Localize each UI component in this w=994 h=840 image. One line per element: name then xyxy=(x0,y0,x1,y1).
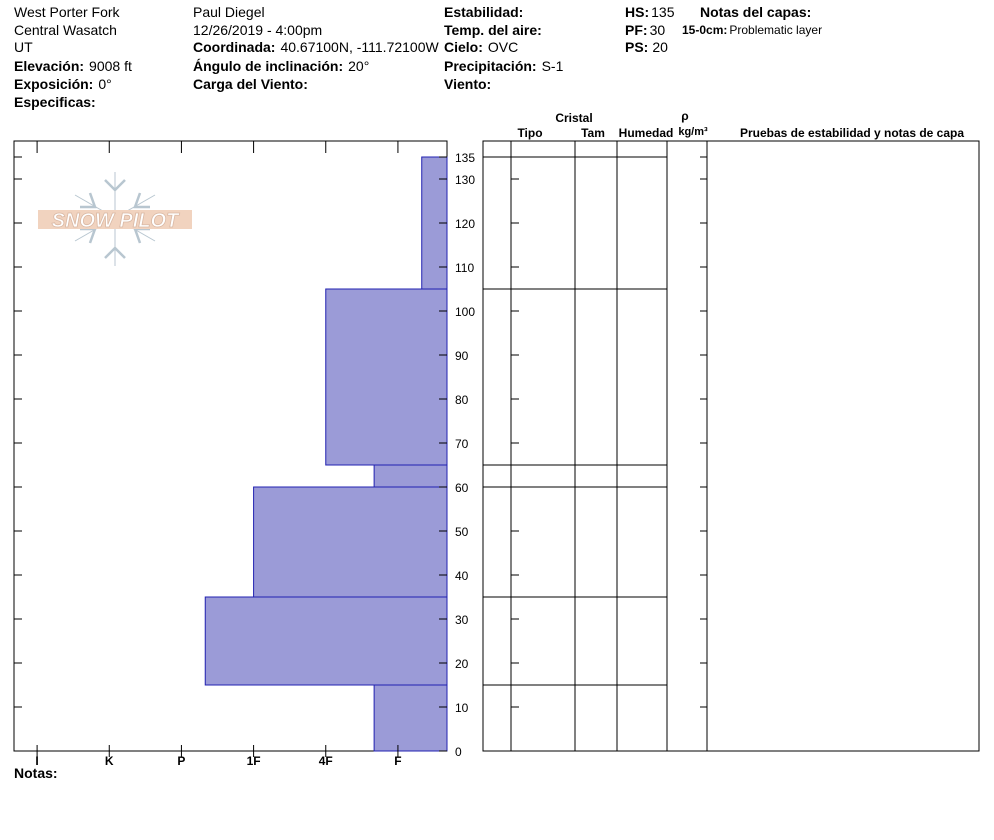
crystal-header: Cristal xyxy=(555,111,592,125)
datetime: 12/26/2019 - 4:00pm xyxy=(193,22,322,38)
ps: PS: 20 xyxy=(625,39,668,55)
aspect: Exposición: 0° xyxy=(14,76,112,92)
hardness-bar xyxy=(204,596,448,686)
specifics: Especificas: xyxy=(14,94,96,110)
label: Exposición: xyxy=(14,76,93,92)
depth-label: 135 xyxy=(455,151,475,165)
value: Problematic layer xyxy=(729,23,822,37)
value: 9008 ft xyxy=(89,58,132,74)
layer-note: 15-0cm: Problematic layer xyxy=(682,23,822,37)
label: 15-0cm: xyxy=(682,23,727,37)
hardness-bar xyxy=(325,288,448,466)
slope: Ángulo de inclinación: 20° xyxy=(193,58,369,74)
precip: Precipitación: S-1 xyxy=(444,58,564,74)
depth-label: 30 xyxy=(455,613,469,627)
wind: Viento: xyxy=(444,76,491,92)
tests-header: Pruebas de estabilidad y notas de capa xyxy=(740,126,964,140)
value: 20° xyxy=(348,58,369,74)
location-2: Central Wasatch xyxy=(14,22,117,38)
stability: Estabilidad: xyxy=(444,4,523,20)
hardness-label: K xyxy=(105,754,114,768)
depth-label: 110 xyxy=(455,261,474,275)
depth-label: 20 xyxy=(455,657,469,671)
hardness-bar xyxy=(253,486,448,598)
density-symbol: ρ xyxy=(681,109,688,123)
hardness-bar xyxy=(373,464,448,488)
sky: Cielo: OVC xyxy=(444,39,518,55)
hardness-bar xyxy=(373,684,448,752)
depth-label: 40 xyxy=(455,569,469,583)
type-header: Tipo xyxy=(517,126,542,140)
hardness-label: 4F xyxy=(319,754,333,768)
depth-label: 130 xyxy=(455,173,475,187)
observer: Paul Diegel xyxy=(193,4,265,20)
label: PS: xyxy=(625,39,648,55)
depth-label: 50 xyxy=(455,525,469,539)
label: Coordinada: xyxy=(193,39,275,55)
label: HS: xyxy=(625,4,649,20)
label: PF: xyxy=(625,22,648,38)
wind-load: Carga del Viento: xyxy=(193,76,308,92)
value: 135 xyxy=(651,4,675,20)
hs: HS: 135 xyxy=(625,4,675,20)
notes: Notas: xyxy=(14,765,58,781)
hardness-label: I xyxy=(35,754,38,768)
depth-label: 90 xyxy=(455,349,469,363)
logo-text: SNOW PILOT xyxy=(52,210,180,232)
depth-label: 120 xyxy=(455,217,475,231)
label: Elevación: xyxy=(14,58,84,74)
location-1: West Porter Fork xyxy=(14,4,121,20)
depth-label: 10 xyxy=(455,701,469,715)
value: OVC xyxy=(488,39,518,55)
depth-label: 100 xyxy=(455,305,475,319)
location-3: UT xyxy=(14,39,33,55)
coordinates: Coordinada: 40.67100N, -111.72100W xyxy=(193,39,439,55)
value: 40.67100N, -111.72100W xyxy=(280,39,439,55)
elevation: Elevación: 9008 ft xyxy=(14,58,132,74)
depth-label: 80 xyxy=(455,393,469,407)
pf: PF: 30 xyxy=(625,22,665,38)
logo-band xyxy=(38,210,192,229)
density-unit: kg/m³ xyxy=(678,126,708,138)
hardness-label: P xyxy=(177,754,185,768)
hardness-label: 1F xyxy=(247,754,261,768)
layer-notes-title: Notas del capas: xyxy=(700,4,811,20)
air-temp: Temp. del aire: xyxy=(444,22,542,38)
value: 20 xyxy=(652,39,668,55)
label: Cielo: xyxy=(444,39,483,55)
value: 30 xyxy=(650,22,666,38)
hardness-label: F xyxy=(394,754,401,768)
value: 0° xyxy=(98,76,111,92)
moisture-header: Humedad xyxy=(619,126,674,140)
depth-label: 0 xyxy=(455,745,462,759)
size-header: Tam xyxy=(581,126,605,140)
depth-label: 60 xyxy=(455,481,469,495)
depth-label: 70 xyxy=(455,437,469,451)
table-frame xyxy=(482,140,980,752)
label: Precipitación: xyxy=(444,58,537,74)
label: Ángulo de inclinación: xyxy=(193,58,343,74)
value: S-1 xyxy=(542,58,564,74)
